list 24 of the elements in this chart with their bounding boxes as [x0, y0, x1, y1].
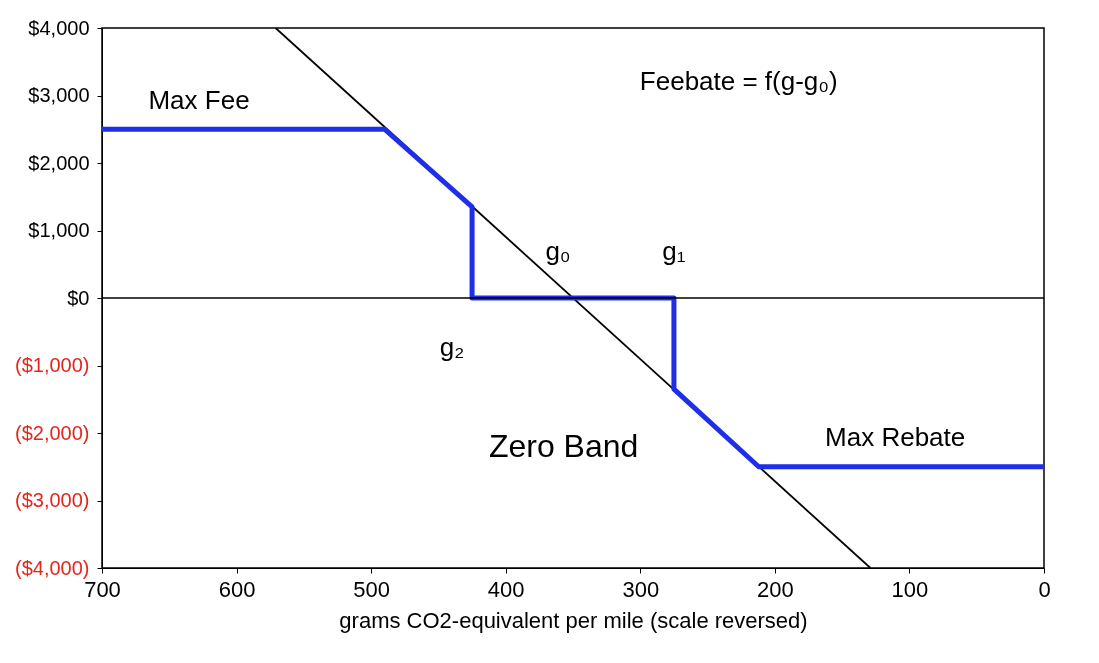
- x-tick-label: 600: [218, 576, 256, 602]
- x-tick-label: 300: [622, 576, 660, 602]
- x-tick-label: 0: [1038, 576, 1051, 602]
- x-tick-label: 100: [891, 576, 929, 602]
- y-tick-label: ($1,000): [15, 354, 90, 376]
- y-tick-label: $0: [67, 286, 90, 309]
- y-tick-label: ($2,000): [15, 421, 90, 444]
- x-tick-label: 200: [757, 576, 794, 602]
- annotation: Max Rebate: [825, 422, 966, 453]
- annotation: Max Fee: [148, 84, 250, 115]
- annotation: g₂: [439, 332, 465, 362]
- y-tick-label: $3,000: [28, 84, 90, 106]
- annotation: g₀: [545, 236, 571, 266]
- y-tick-label: ($3,000): [15, 489, 90, 511]
- y-tick-label: ($4,000): [15, 556, 90, 579]
- annotation: g₁: [662, 236, 686, 266]
- x-tick-label: 500: [353, 576, 390, 602]
- y-tick-label: $1,000: [28, 219, 90, 241]
- annotation: Zero Band: [488, 428, 639, 465]
- y-tick-label: $2,000: [28, 151, 90, 174]
- x-tick-label: 400: [487, 576, 525, 602]
- x-axis-title: grams CO2-equivalent per mile (scale reversed): [339, 607, 808, 633]
- y-tick-label: $4,000: [28, 16, 90, 39]
- annotation: Feebate = f(g-g₀): [639, 66, 838, 96]
